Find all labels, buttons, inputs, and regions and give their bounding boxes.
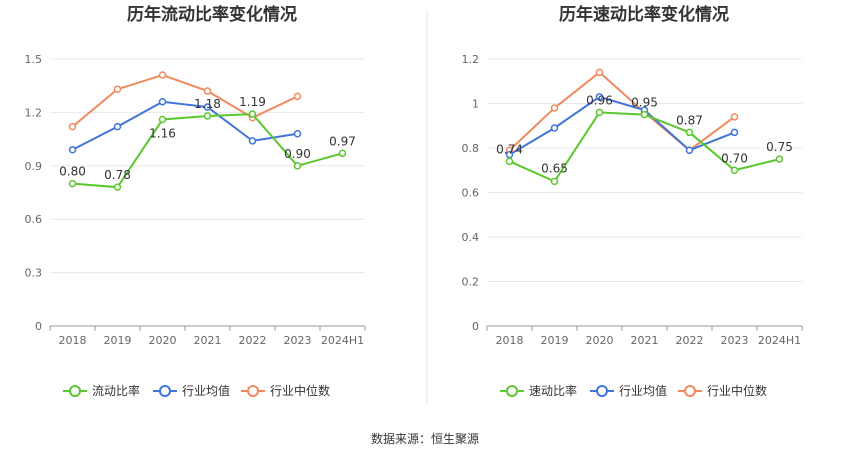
data-point <box>685 146 694 154</box>
data-point <box>595 68 604 77</box>
y-tick-label: 1 <box>472 98 479 111</box>
data-point <box>68 146 77 154</box>
x-tick-label: 2019 <box>541 334 569 347</box>
data-label: 0.96 <box>586 93 613 107</box>
legend-label: 行业均值 <box>619 383 667 398</box>
data-point <box>158 71 167 79</box>
y-tick-label: 1.5 <box>25 53 43 66</box>
y-tick-label: 0.6 <box>25 213 43 226</box>
legend-label: 行业中位数 <box>270 383 330 398</box>
data-point <box>293 130 302 138</box>
x-tick-label: 2024H1 <box>321 334 364 347</box>
data-label: 1.19 <box>239 95 266 109</box>
data-point <box>113 183 122 191</box>
series-line-2 <box>71 73 298 128</box>
legend-swatch-marker <box>506 385 518 397</box>
data-point <box>248 137 257 145</box>
current-ratio-chart: 历年流动比率变化情况 0 0.3 0.6 0.9 1.2 1.5 2018 2019 2020 20… <box>25 4 366 398</box>
legend-label: 行业中位数 <box>707 383 767 398</box>
data-point <box>203 103 212 111</box>
legend-swatch-marker <box>159 385 171 397</box>
data-point <box>730 166 739 174</box>
y-tick-label: 0 <box>472 320 479 333</box>
x-tick-label: 2023 <box>284 334 312 347</box>
data-point <box>685 128 694 137</box>
data-label: 0.95 <box>631 96 658 110</box>
data-point <box>68 179 77 188</box>
chart-title: 历年流动比率变化情况 <box>127 4 297 25</box>
x-tick-label: 2021 <box>194 334 222 347</box>
y-tick-label: 1.2 <box>462 53 480 66</box>
y-tick-label: 0.8 <box>462 142 480 155</box>
quick-ratio-chart: 历年速动比率变化情况 0 0.2 0.4 0.6 0.8 1 1.2 2018 2019 2020 2… <box>462 4 803 398</box>
y-tick-label: 0.4 <box>462 231 480 244</box>
x-tick-label: 2024H1 <box>758 334 801 347</box>
x-tick-label: 2021 <box>631 334 659 347</box>
y-tick-label: 0.3 <box>25 267 43 280</box>
data-label: 0.78 <box>104 168 131 182</box>
data-label: 0.74 <box>496 142 523 156</box>
data-point <box>550 124 559 132</box>
y-tick-label: 0.9 <box>25 160 43 173</box>
x-tick-label: 2019 <box>104 334 132 347</box>
data-point <box>113 85 122 94</box>
x-tick-label: 2022 <box>239 334 267 347</box>
data-point <box>203 112 212 120</box>
legend-label: 行业均值 <box>182 383 230 398</box>
data-point <box>550 177 559 186</box>
data-label: 0.65 <box>541 161 568 175</box>
data-point <box>338 149 347 158</box>
y-tick-label: 1.2 <box>25 106 43 119</box>
y-tick-label: 0.6 <box>462 187 480 200</box>
legend-swatch-marker <box>69 385 81 397</box>
legend-swatch-marker <box>596 385 608 397</box>
legend-swatch-marker <box>684 385 696 397</box>
data-label: 1.18 <box>194 97 221 111</box>
y-tick-label: 0 <box>35 320 42 333</box>
data-label: 1.16 <box>149 127 176 141</box>
data-point <box>293 92 302 101</box>
data-point <box>505 157 514 166</box>
x-tick-label: 2023 <box>721 334 749 347</box>
data-label: 0.75 <box>766 140 793 154</box>
data-point <box>203 87 212 95</box>
x-tick-label: 2022 <box>676 334 704 347</box>
data-point <box>293 162 302 170</box>
data-point <box>158 97 167 106</box>
x-tick-label: 2018 <box>59 334 87 347</box>
data-point <box>550 104 559 112</box>
y-tick-label: 0.2 <box>462 276 480 289</box>
series-line-1 <box>508 95 735 156</box>
data-label: 0.70 <box>721 151 748 165</box>
data-label: 0.90 <box>284 147 311 161</box>
chart-title: 历年速动比率变化情况 <box>559 4 729 25</box>
legend-swatch-marker <box>247 385 259 397</box>
series-line-1 <box>72 100 298 151</box>
data-label: 0.97 <box>329 134 356 148</box>
data-point <box>730 113 739 121</box>
data-point <box>158 115 167 124</box>
data-point <box>248 110 257 118</box>
x-tick-label: 2020 <box>586 334 614 347</box>
data-point <box>595 108 604 117</box>
data-point <box>775 155 784 163</box>
data-point <box>68 122 77 131</box>
series-line-2 <box>508 71 736 152</box>
data-point <box>730 128 739 137</box>
legend-label: 速动比率 <box>529 383 577 398</box>
data-label: 0.87 <box>676 113 703 127</box>
source-text: 数据来源：恒生聚源 <box>371 431 479 446</box>
x-tick-label: 2020 <box>149 334 177 347</box>
data-point <box>113 122 122 131</box>
data-label: 0.80 <box>59 165 86 179</box>
data-point <box>595 93 604 101</box>
x-tick-label: 2018 <box>496 334 524 347</box>
data-point <box>640 110 649 119</box>
legend-label: 流动比率 <box>92 383 140 398</box>
